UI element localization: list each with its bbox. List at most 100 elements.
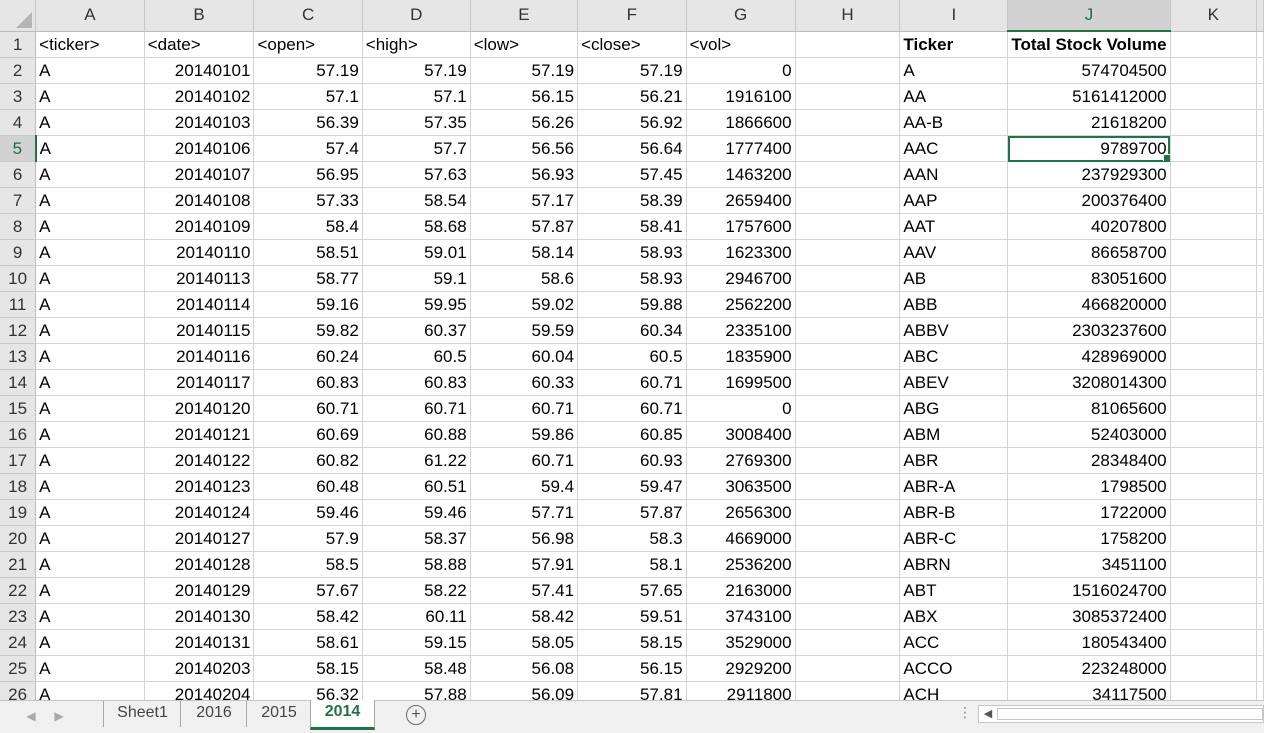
cell-k8[interactable]: [1170, 213, 1258, 240]
cell-h25[interactable]: [795, 655, 901, 682]
cell-b11[interactable]: 20140114: [144, 291, 255, 318]
add-sheet-button[interactable]: +: [406, 705, 426, 725]
cell-a15[interactable]: A: [35, 395, 145, 422]
cell-c1[interactable]: <open>: [253, 31, 363, 58]
cell-k21[interactable]: [1170, 551, 1258, 578]
cell-d16[interactable]: 60.88: [362, 421, 471, 448]
cell-i8[interactable]: AAT: [899, 213, 1009, 240]
cell-b13[interactable]: 20140116: [144, 343, 255, 370]
cell-a11[interactable]: A: [35, 291, 145, 318]
cell-g1[interactable]: <vol>: [686, 31, 796, 58]
cell-e7[interactable]: 57.17: [470, 187, 579, 214]
cell-c16[interactable]: 60.69: [253, 421, 363, 448]
cell-a12[interactable]: A: [35, 317, 145, 344]
cell-d9[interactable]: 59.01: [362, 239, 471, 266]
cell-i9[interactable]: AAV: [899, 239, 1009, 266]
cell-d6[interactable]: 57.63: [362, 161, 471, 188]
cell-c22[interactable]: 57.67: [253, 577, 363, 604]
cell-e14[interactable]: 60.33: [470, 369, 579, 396]
cell-e19[interactable]: 57.71: [470, 499, 579, 526]
cell-j22[interactable]: 1516024700: [1007, 577, 1171, 604]
cell-a24[interactable]: A: [35, 629, 145, 656]
row-header[interactable]: 5: [0, 135, 37, 162]
cell-c20[interactable]: 57.9: [253, 525, 363, 552]
cell-b8[interactable]: 20140109: [144, 213, 255, 240]
cell-h9[interactable]: [795, 239, 901, 266]
cell-k4[interactable]: [1170, 109, 1258, 136]
column-header-j[interactable]: J: [1007, 0, 1171, 32]
cell-a6[interactable]: A: [35, 161, 145, 188]
cell-h23[interactable]: [795, 603, 901, 630]
cell-g23[interactable]: 3743100: [686, 603, 796, 630]
cell-a4[interactable]: A: [35, 109, 145, 136]
row-header[interactable]: 15: [0, 395, 37, 422]
cell-b25[interactable]: 20140203: [144, 655, 255, 682]
cell-i10[interactable]: AB: [899, 265, 1009, 292]
cell-g8[interactable]: 1757600: [686, 213, 796, 240]
cell-j20[interactable]: 1758200: [1007, 525, 1171, 552]
column-header-e[interactable]: E: [470, 0, 579, 32]
cell-f22[interactable]: 57.65: [577, 577, 687, 604]
cell-j16[interactable]: 52403000: [1007, 421, 1171, 448]
cell-a5[interactable]: A: [35, 135, 145, 162]
cell-j8[interactable]: 40207800: [1007, 213, 1171, 240]
cell-b19[interactable]: 20140124: [144, 499, 255, 526]
column-header-d[interactable]: D: [362, 0, 471, 32]
cell-i16[interactable]: ABM: [899, 421, 1009, 448]
row-header[interactable]: 20: [0, 525, 37, 552]
cell-e22[interactable]: 57.41: [470, 577, 579, 604]
cell-c5[interactable]: 57.4: [253, 135, 363, 162]
cell-f20[interactable]: 58.3: [577, 525, 687, 552]
row-header[interactable]: 22: [0, 577, 37, 604]
cell-c10[interactable]: 58.77: [253, 265, 363, 292]
cell-k19[interactable]: [1170, 499, 1258, 526]
cell-j10[interactable]: 83051600: [1007, 265, 1171, 292]
cell-e11[interactable]: 59.02: [470, 291, 579, 318]
horizontal-scrollbar[interactable]: ◀: [978, 705, 1264, 723]
cell-b12[interactable]: 20140115: [144, 317, 255, 344]
cell-f10[interactable]: 58.93: [577, 265, 687, 292]
cell-b20[interactable]: 20140127: [144, 525, 255, 552]
cell-f23[interactable]: 59.51: [577, 603, 687, 630]
cell-h16[interactable]: [795, 421, 901, 448]
cell-c13[interactable]: 60.24: [253, 343, 363, 370]
cell-g3[interactable]: 1916100: [686, 83, 796, 110]
cell-i19[interactable]: ABR-B: [899, 499, 1009, 526]
cell-f24[interactable]: 58.15: [577, 629, 687, 656]
cell-j9[interactable]: 86658700: [1007, 239, 1171, 266]
cell-e4[interactable]: 56.26: [470, 109, 579, 136]
cell-j13[interactable]: 428969000: [1007, 343, 1171, 370]
column-header-k[interactable]: K: [1170, 0, 1258, 32]
cell-d24[interactable]: 59.15: [362, 629, 471, 656]
cell-c23[interactable]: 58.42: [253, 603, 363, 630]
cell-g12[interactable]: 2335100: [686, 317, 796, 344]
cell-k2[interactable]: [1170, 57, 1258, 84]
cell-i11[interactable]: ABB: [899, 291, 1009, 318]
row-header[interactable]: 6: [0, 161, 37, 188]
cell-h20[interactable]: [795, 525, 901, 552]
cell-a23[interactable]: A: [35, 603, 145, 630]
cell-a10[interactable]: A: [35, 265, 145, 292]
cell-g9[interactable]: 1623300: [686, 239, 796, 266]
row-header[interactable]: 24: [0, 629, 37, 656]
row-header[interactable]: 23: [0, 603, 37, 630]
cell-k6[interactable]: [1170, 161, 1258, 188]
cell-d7[interactable]: 58.54: [362, 187, 471, 214]
cell-f25[interactable]: 56.15: [577, 655, 687, 682]
cell-i13[interactable]: ABC: [899, 343, 1009, 370]
cell-b9[interactable]: 20140110: [144, 239, 255, 266]
cell-h13[interactable]: [795, 343, 901, 370]
cell-d13[interactable]: 60.5: [362, 343, 471, 370]
cell-h17[interactable]: [795, 447, 901, 474]
cell-k3[interactable]: [1170, 83, 1258, 110]
column-header-g[interactable]: G: [686, 0, 796, 32]
cell-e16[interactable]: 59.86: [470, 421, 579, 448]
cell-j25[interactable]: 223248000: [1007, 655, 1171, 682]
cell-g21[interactable]: 2536200: [686, 551, 796, 578]
cell-h15[interactable]: [795, 395, 901, 422]
cell-c19[interactable]: 59.46: [253, 499, 363, 526]
row-header[interactable]: 25: [0, 655, 37, 682]
cell-g24[interactable]: 3529000: [686, 629, 796, 656]
cell-b21[interactable]: 20140128: [144, 551, 255, 578]
row-header[interactable]: 7: [0, 187, 37, 214]
